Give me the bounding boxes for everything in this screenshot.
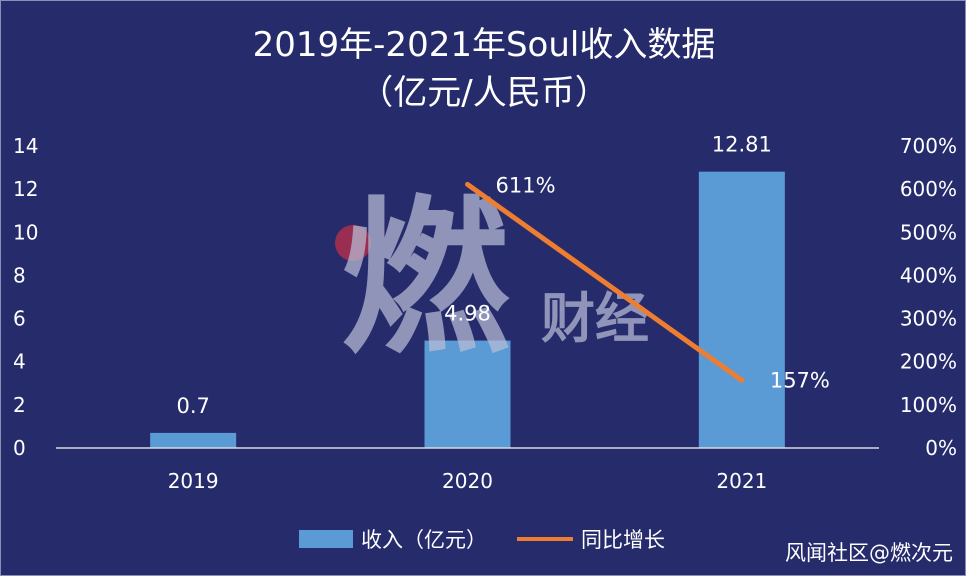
bar-data-label: 0.7 bbox=[176, 394, 209, 418]
x-tick-label: 2019 bbox=[168, 469, 219, 493]
chart-title: 2019年-2021年Soul收入数据 bbox=[252, 25, 716, 65]
y-left-tick-label: 14 bbox=[13, 134, 38, 158]
y-left-tick-label: 10 bbox=[13, 220, 38, 244]
y-right-tick-label: 0% bbox=[925, 436, 957, 460]
y-left-tick-label: 12 bbox=[13, 177, 38, 201]
chart-subtitle: （亿元/人民币） bbox=[359, 73, 609, 113]
y-left-tick-label: 8 bbox=[13, 263, 26, 287]
y-right-tick-label: 400% bbox=[900, 263, 957, 287]
legend-label-growth: 同比增长 bbox=[581, 528, 665, 552]
legend-swatch-revenue bbox=[299, 530, 353, 548]
bar-revenue-2019 bbox=[150, 432, 237, 448]
legend-swatch-growth bbox=[517, 537, 573, 541]
line-data-label: 157% bbox=[770, 368, 830, 392]
y-right-tick-label: 200% bbox=[900, 350, 957, 374]
bar-revenue-2020 bbox=[424, 340, 511, 448]
y-left-tick-label: 2 bbox=[13, 393, 26, 417]
line-data-label: 611% bbox=[496, 173, 556, 197]
watermark-logo: 燃 bbox=[341, 181, 510, 377]
x-tick-label: 2020 bbox=[442, 469, 493, 493]
y-right-tick-label: 700% bbox=[900, 134, 957, 158]
legend-label-revenue: 收入（亿元） bbox=[361, 528, 487, 552]
watermark-text: 风闻社区@燃次元 bbox=[785, 541, 953, 565]
bar-data-label: 12.81 bbox=[712, 133, 772, 157]
y-right-tick-label: 600% bbox=[900, 177, 957, 201]
y-right-tick-label: 300% bbox=[900, 307, 957, 331]
y-left-tick-label: 6 bbox=[13, 307, 26, 331]
bar-revenue-2021 bbox=[698, 171, 785, 449]
y-right-tick-label: 100% bbox=[900, 393, 957, 417]
watermark-logo-dot bbox=[335, 225, 371, 261]
x-tick-label: 2021 bbox=[716, 469, 767, 493]
y-left-tick-label: 0 bbox=[13, 436, 26, 460]
bar-data-label: 4.98 bbox=[444, 302, 491, 326]
y-left-tick-label: 4 bbox=[13, 350, 26, 374]
y-right-tick-label: 500% bbox=[900, 220, 957, 244]
chart-legend: 收入（亿元） 同比增长 bbox=[299, 524, 665, 554]
watermark-logo: 财经 bbox=[541, 287, 649, 350]
line-growth bbox=[465, 181, 745, 383]
